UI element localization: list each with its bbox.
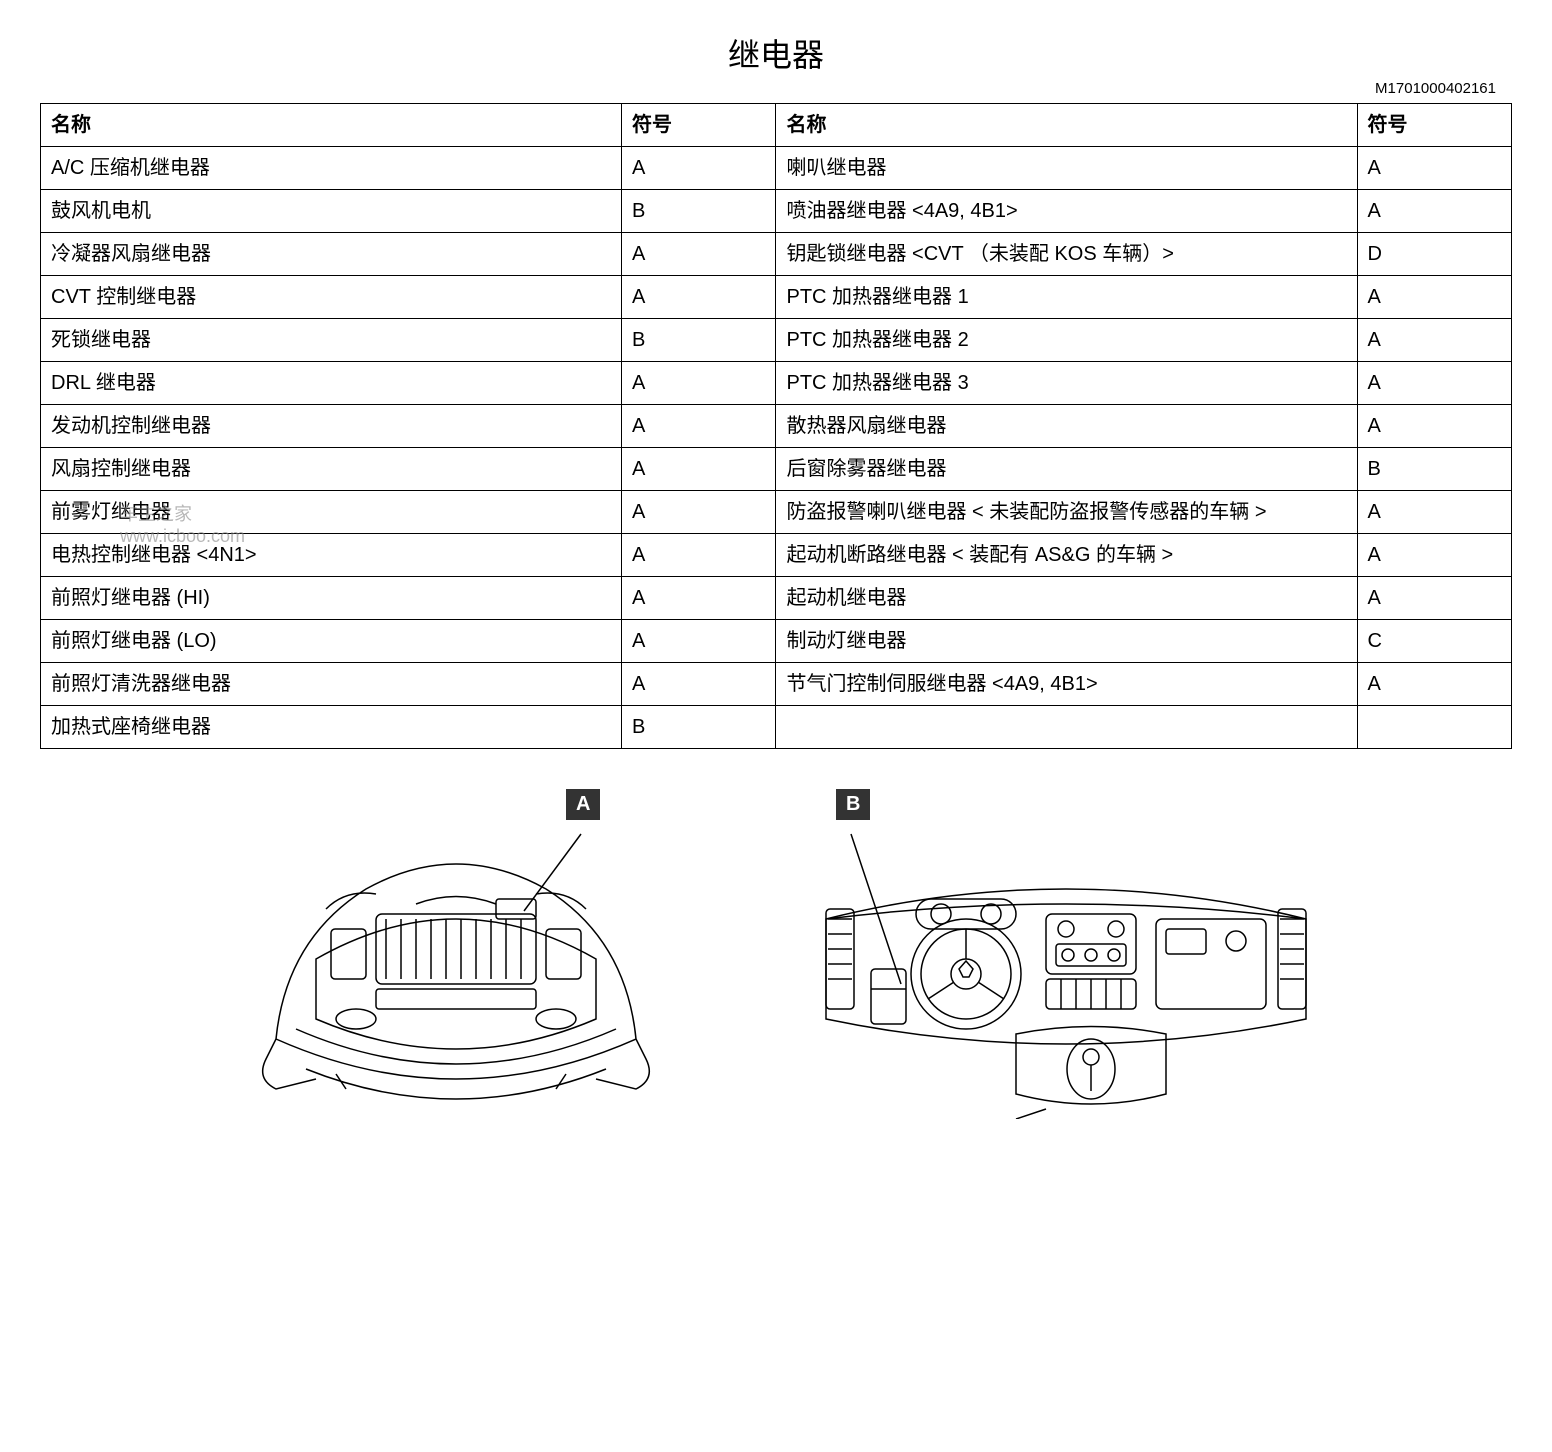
- cell-symbol: A: [622, 233, 776, 276]
- cell-symbol: A: [622, 448, 776, 491]
- col-symbol-2: 符号: [1357, 104, 1511, 147]
- cell-name: 鼓风机电机: [41, 190, 622, 233]
- cell-name: CVT 控制继电器: [41, 276, 622, 319]
- cell-name: 喷油器继电器 <4A9, 4B1>: [776, 190, 1357, 233]
- page-title: 继电器: [40, 30, 1512, 76]
- cell-name: 电热控制继电器 <4N1>: [41, 534, 622, 577]
- cell-symbol: A: [1357, 362, 1511, 405]
- cell-name: 风扇控制继电器: [41, 448, 622, 491]
- cell-name: PTC 加热器继电器 1: [776, 276, 1357, 319]
- document-code: M1701000402161: [40, 80, 1512, 97]
- cell-name: PTC 加热器继电器 3: [776, 362, 1357, 405]
- dashboard-icon: [816, 819, 1316, 1119]
- cell-symbol: A: [622, 276, 776, 319]
- cell-symbol: A: [1357, 405, 1511, 448]
- cell-name: 起动机继电器: [776, 577, 1357, 620]
- table-row: 死锁继电器BPTC 加热器继电器 2A: [41, 319, 1512, 362]
- cell-symbol: B: [1357, 448, 1511, 491]
- cell-symbol: A: [1357, 276, 1511, 319]
- diagram-row: A: [40, 789, 1512, 1119]
- table-row: A/C 压缩机继电器A喇叭继电器A: [41, 147, 1512, 190]
- engine-compartment-icon: [236, 819, 676, 1119]
- relay-table: 名称 符号 名称 符号 A/C 压缩机继电器A喇叭继电器A鼓风机电机B喷油器继电…: [40, 103, 1512, 749]
- cell-name: 发动机控制继电器: [41, 405, 622, 448]
- cell-name: A/C 压缩机继电器: [41, 147, 622, 190]
- cell-name: 钥匙锁继电器 <CVT （未装配 KOS 车辆）>: [776, 233, 1357, 276]
- cell-name: 加热式座椅继电器: [41, 706, 622, 749]
- cell-symbol: A: [622, 620, 776, 663]
- cell-name: 前雾灯继电器: [41, 491, 622, 534]
- table-header-row: 名称 符号 名称 符号: [41, 104, 1512, 147]
- table-row: 前照灯清洗器继电器A节气门控制伺服继电器 <4A9, 4B1>A: [41, 663, 1512, 706]
- table-row: CVT 控制继电器APTC 加热器继电器 1A: [41, 276, 1512, 319]
- cell-symbol: A: [622, 491, 776, 534]
- cell-name: 起动机断路继电器 < 装配有 AS&G 的车辆 >: [776, 534, 1357, 577]
- cell-name: 后窗除雾器继电器: [776, 448, 1357, 491]
- cell-name: 散热器风扇继电器: [776, 405, 1357, 448]
- cell-symbol: A: [1357, 534, 1511, 577]
- cell-symbol: [1357, 706, 1511, 749]
- table-row: 前照灯继电器 (HI)A起动机继电器A: [41, 577, 1512, 620]
- cell-name: PTC 加热器继电器 2: [776, 319, 1357, 362]
- cell-name: DRL 继电器: [41, 362, 622, 405]
- cell-symbol: A: [1357, 577, 1511, 620]
- cell-symbol: A: [1357, 663, 1511, 706]
- table-row: 电热控制继电器 <4N1>A起动机断路继电器 < 装配有 AS&G 的车辆 >A: [41, 534, 1512, 577]
- table-row: 加热式座椅继电器B: [41, 706, 1512, 749]
- table-row: 冷凝器风扇继电器A钥匙锁继电器 <CVT （未装配 KOS 车辆）>D: [41, 233, 1512, 276]
- cell-name: 喇叭继电器: [776, 147, 1357, 190]
- cell-name: 制动灯继电器: [776, 620, 1357, 663]
- cell-name: 前照灯清洗器继电器: [41, 663, 622, 706]
- cell-symbol: D: [1357, 233, 1511, 276]
- badge-A: A: [566, 789, 600, 820]
- table-row: 前照灯继电器 (LO)A制动灯继电器C: [41, 620, 1512, 663]
- cell-name: 节气门控制伺服继电器 <4A9, 4B1>: [776, 663, 1357, 706]
- cell-symbol: A: [622, 405, 776, 448]
- cell-name: 冷凝器风扇继电器: [41, 233, 622, 276]
- cell-symbol: B: [622, 319, 776, 362]
- cell-symbol: A: [1357, 190, 1511, 233]
- cell-symbol: A: [622, 362, 776, 405]
- cell-symbol: A: [1357, 147, 1511, 190]
- cell-symbol: B: [622, 190, 776, 233]
- table-row: 发动机控制继电器A散热器风扇继电器A: [41, 405, 1512, 448]
- cell-symbol: A: [622, 663, 776, 706]
- cell-symbol: A: [622, 534, 776, 577]
- cell-name: 死锁继电器: [41, 319, 622, 362]
- table-row: 前雾灯继电器A防盗报警喇叭继电器 < 未装配防盗报警传感器的车辆 >A: [41, 491, 1512, 534]
- cell-name: 前照灯继电器 (HI): [41, 577, 622, 620]
- badge-B: B: [836, 789, 870, 820]
- diagram-A-wrap: A: [236, 789, 676, 1119]
- cell-symbol: A: [1357, 491, 1511, 534]
- col-symbol-1: 符号: [622, 104, 776, 147]
- diagram-B-wrap: B: [816, 789, 1316, 1119]
- col-name-2: 名称: [776, 104, 1357, 147]
- cell-name: 防盗报警喇叭继电器 < 未装配防盗报警传感器的车辆 >: [776, 491, 1357, 534]
- cell-name: [776, 706, 1357, 749]
- cell-symbol: A: [622, 147, 776, 190]
- table-row: DRL 继电器APTC 加热器继电器 3A: [41, 362, 1512, 405]
- cell-name: 前照灯继电器 (LO): [41, 620, 622, 663]
- col-name-1: 名称: [41, 104, 622, 147]
- cell-symbol: B: [622, 706, 776, 749]
- cell-symbol: C: [1357, 620, 1511, 663]
- cell-symbol: A: [622, 577, 776, 620]
- table-row: 风扇控制继电器A后窗除雾器继电器B: [41, 448, 1512, 491]
- cell-symbol: A: [1357, 319, 1511, 362]
- table-row: 鼓风机电机B喷油器继电器 <4A9, 4B1>A: [41, 190, 1512, 233]
